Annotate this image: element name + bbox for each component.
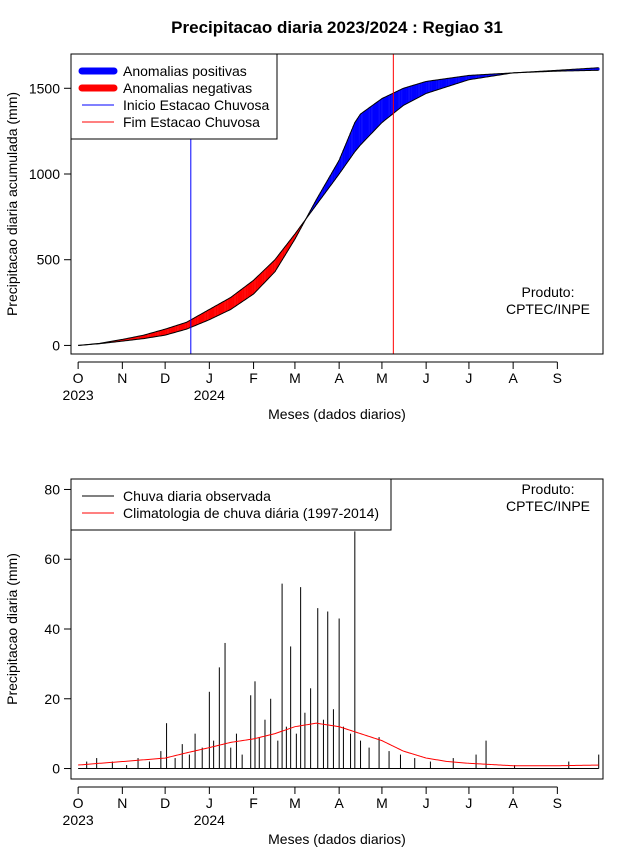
x-tick-label: N	[117, 795, 127, 811]
x-tick-label: A	[508, 370, 518, 386]
legend-label-observed: Chuva diaria observada	[123, 488, 271, 504]
daily-product-source: CPTEC/INPE	[506, 498, 590, 514]
climatology-cumulative-line	[78, 69, 599, 346]
daily-chart: 0 20 40 60 80 O N D J F M A M J J A S 2023 2024 Precipita…	[4, 478, 604, 847]
x-tick-label: O	[73, 370, 84, 386]
x-tick-label: M	[376, 795, 388, 811]
x-tick-label: M	[289, 795, 301, 811]
x-tick-label: F	[249, 795, 258, 811]
daily-x-axis: O N D J F M A M J J A S 2023 2024	[63, 786, 562, 828]
daily-legend: Chuva diaria observada Climatologia de c…	[70, 478, 392, 531]
daily-x-axis-label: Meses (dados diarios)	[268, 831, 406, 847]
x-year-label: 2024	[194, 812, 225, 828]
x-tick-label: J	[206, 795, 213, 811]
cumulative-chart: Precipitacao diaria 2023/2024 : Regiao 3…	[4, 18, 604, 422]
cumulative-y-axis: 0 500 1000 1500	[29, 80, 72, 353]
x-tick-label: J	[465, 795, 472, 811]
cumulative-product-source: CPTEC/INPE	[506, 301, 590, 317]
y-tick-label: 0	[52, 761, 60, 777]
x-tick-label: A	[334, 370, 344, 386]
x-tick-label: D	[160, 370, 170, 386]
x-year-label: 2023	[63, 387, 94, 403]
y-tick-label: 1500	[29, 80, 60, 96]
x-tick-label: A	[508, 795, 518, 811]
legend-label-rainy-end: Fim Estacao Chuvosa	[123, 114, 260, 130]
x-tick-label: J	[423, 795, 430, 811]
x-tick-label: A	[334, 795, 344, 811]
x-tick-label: S	[553, 370, 562, 386]
chart-title: Precipitacao diaria 2023/2024 : Regiao 3…	[171, 18, 503, 37]
daily-plot-area	[78, 531, 600, 770]
climatology-daily-line	[78, 722, 599, 767]
legend-label-positive: Anomalias positivas	[123, 63, 247, 79]
daily-y-axis-label: Precipitacao diaria (mm)	[4, 553, 20, 705]
cumulative-x-axis: O N D J F M A M J J A S 2023 2024	[63, 361, 562, 403]
y-tick-label: 80	[44, 481, 60, 497]
legend-label-negative: Anomalias negativas	[123, 80, 252, 96]
y-tick-label: 0	[52, 337, 60, 353]
daily-legend-box	[70, 478, 392, 531]
x-tick-label: N	[117, 370, 127, 386]
cumulative-y-axis-label: Precipitacao diaria acumulada (mm)	[4, 92, 20, 316]
x-tick-label: O	[73, 795, 84, 811]
legend-label-rainy-start: Inicio Estacao Chuvosa	[123, 97, 270, 113]
x-tick-label: S	[553, 795, 562, 811]
legend-label-climatology: Climatologia de chuva diária (1997-2014)	[123, 505, 379, 521]
cumulative-product-label: Produto:	[522, 284, 575, 300]
x-tick-label: J	[423, 370, 430, 386]
y-tick-label: 1000	[29, 166, 60, 182]
daily-product-label: Produto:	[522, 481, 575, 497]
cumulative-x-axis-label: Meses (dados diarios)	[268, 406, 406, 422]
x-tick-label: M	[289, 370, 301, 386]
x-tick-label: J	[206, 370, 213, 386]
y-tick-label: 40	[44, 621, 60, 637]
x-tick-label: M	[376, 370, 388, 386]
x-year-label: 2024	[194, 387, 225, 403]
cumulative-legend: Anomalias positivas Anomalias negativas …	[70, 53, 278, 140]
x-tick-label: J	[465, 370, 472, 386]
y-tick-label: 60	[44, 551, 60, 567]
y-tick-label: 500	[37, 252, 61, 268]
daily-y-axis: 0 20 40 60 80	[44, 481, 72, 777]
y-tick-label: 20	[44, 691, 60, 707]
x-tick-label: F	[249, 370, 258, 386]
cumulative-plot-area	[78, 54, 600, 354]
x-year-label: 2023	[63, 812, 94, 828]
x-tick-label: D	[160, 795, 170, 811]
